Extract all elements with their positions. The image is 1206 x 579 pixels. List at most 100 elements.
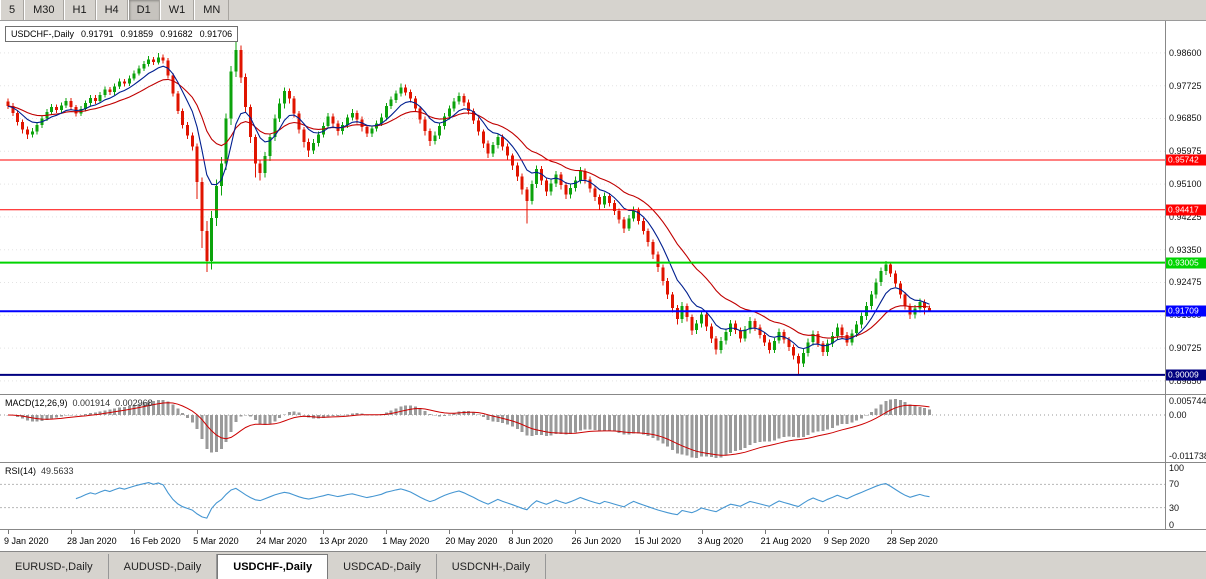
main-chart-plot[interactable]: USDCHF-,Daily 0.91791 0.91859 0.91682 0.… bbox=[0, 21, 1165, 394]
rsi-axis-label: 0 bbox=[1169, 520, 1175, 530]
price-axis-label: 0.89850 bbox=[1169, 375, 1202, 386]
date-tick bbox=[71, 530, 73, 534]
rsi-axis-label: 70 bbox=[1169, 479, 1180, 490]
date-label: 9 Sep 2020 bbox=[823, 536, 870, 546]
price-line-tag[interactable]: 0.94417 bbox=[1166, 204, 1206, 216]
date-label: 3 Aug 2020 bbox=[697, 536, 744, 546]
price-axis-label: 0.95975 bbox=[1169, 146, 1202, 157]
rsi-indicator-label: RSI(14) 49.5633 bbox=[5, 466, 74, 476]
timeframe-button-d1[interactable]: D1 bbox=[127, 0, 160, 20]
rsi-pane: RSI(14) 49.5633 100 70 30 0 bbox=[0, 463, 1206, 530]
macd-pane: MACD(12,26,9) 0.001914 0.002968 0.005744 0.… bbox=[0, 395, 1206, 463]
date-tick bbox=[575, 530, 577, 534]
rsi-axis[interactable]: 100 70 30 0 bbox=[1165, 463, 1206, 530]
price-axis-label: 0.95100 bbox=[1169, 179, 1202, 190]
horizontal-lines bbox=[0, 159, 1165, 376]
date-label: 16 Feb 2020 bbox=[130, 536, 181, 546]
timeframe-button-h4[interactable]: H4 bbox=[95, 0, 128, 20]
ma-fast-line bbox=[7, 65, 930, 350]
timeframe-button-mn[interactable]: MN bbox=[194, 0, 230, 20]
date-label: 24 Mar 2020 bbox=[256, 536, 307, 546]
date-tick bbox=[449, 530, 451, 534]
macd-main-value: 0.001914 bbox=[72, 398, 111, 408]
date-tick bbox=[134, 530, 136, 534]
ma-slow-line bbox=[7, 78, 930, 339]
date-label: 26 Jun 2020 bbox=[571, 536, 621, 546]
price-axis-label: 0.93350 bbox=[1169, 244, 1202, 255]
date-tick bbox=[260, 530, 262, 534]
main-price-pane: USDCHF-,Daily 0.91791 0.91859 0.91682 0.… bbox=[0, 21, 1206, 395]
price-axis-label: 0.92475 bbox=[1169, 277, 1202, 288]
ohlc-high: 0.91859 bbox=[120, 29, 154, 39]
price-axis-label: 0.98600 bbox=[1169, 47, 1202, 58]
price-line-tag[interactable]: 0.95742 bbox=[1166, 154, 1206, 166]
date-tick bbox=[386, 530, 388, 534]
price-line-tag[interactable]: 0.91709 bbox=[1166, 305, 1206, 317]
chart-symbol-label: USDCHF-,Daily bbox=[11, 29, 74, 39]
date-label: 1 May 2020 bbox=[382, 536, 430, 546]
price-axis-label: 0.96850 bbox=[1169, 113, 1202, 124]
candlestick-series bbox=[6, 39, 931, 375]
date-label: 28 Sep 2020 bbox=[886, 536, 938, 546]
price-axis-label: 0.97725 bbox=[1169, 80, 1202, 91]
date-tick bbox=[323, 530, 325, 534]
chart-tab-usdcnh[interactable]: USDCNH-,Daily bbox=[437, 554, 546, 579]
date-label: 28 Jan 2020 bbox=[67, 536, 117, 546]
chart-tab-eurusd[interactable]: EURUSD-,Daily bbox=[0, 554, 109, 579]
rsi-plot[interactable]: RSI(14) 49.5633 bbox=[0, 463, 1165, 529]
macd-axis-label: 0.00 bbox=[1169, 409, 1187, 420]
macd-axis-label: 0.005744 bbox=[1169, 396, 1206, 406]
ohlc-close: 0.91706 bbox=[199, 29, 233, 39]
rsi-name: RSI(14) bbox=[5, 466, 37, 476]
date-label: 5 Mar 2020 bbox=[193, 536, 239, 546]
macd-signal-value: 0.002968 bbox=[115, 398, 153, 408]
rsi-level-lines bbox=[0, 483, 1165, 509]
date-label: 15 Jul 2020 bbox=[634, 536, 682, 546]
date-label: 13 Apr 2020 bbox=[319, 536, 368, 546]
timeframe-button-m30[interactable]: M30 bbox=[24, 0, 64, 20]
date-tick bbox=[8, 530, 9, 534]
chart-tab-usdchf[interactable]: USDCHF-,Daily bbox=[217, 554, 329, 579]
price-line-tag[interactable]: 0.93005 bbox=[1166, 257, 1206, 269]
macd-axis-label: -0.011738 bbox=[1169, 451, 1206, 461]
chart-tab-bar: EURUSD-,Daily AUDUSD-,Daily USDCHF-,Daily U… bbox=[0, 552, 1206, 579]
date-tick bbox=[764, 530, 766, 534]
price-axis-label: 0.94225 bbox=[1169, 211, 1202, 222]
timeframe-button-w1[interactable]: W1 bbox=[159, 0, 195, 20]
chart-tab-usdcad[interactable]: USDCAD-,Daily bbox=[328, 554, 437, 579]
macd-signal-line bbox=[7, 402, 930, 456]
date-label: 8 Jun 2020 bbox=[508, 536, 553, 546]
date-label: 9 Jan 2020 bbox=[4, 536, 49, 546]
timeframe-button-h1[interactable]: H1 bbox=[63, 0, 96, 20]
date-tick bbox=[512, 530, 514, 534]
ohlc-low: 0.91682 bbox=[160, 29, 193, 39]
chart-info-box: USDCHF-,Daily 0.91791 0.91859 0.91682 0.… bbox=[5, 26, 239, 42]
date-label: 21 Aug 2020 bbox=[760, 536, 812, 546]
price-axis-label: 0.90725 bbox=[1169, 343, 1202, 354]
rsi-value: 49.5633 bbox=[41, 466, 74, 476]
rsi-axis-label: 30 bbox=[1169, 502, 1180, 513]
date-label: 20 May 2020 bbox=[445, 536, 498, 546]
price-chart-svg bbox=[0, 39, 1165, 382]
price-gridlines bbox=[0, 52, 1165, 382]
timeframe-toolbar: 5 M30 H1 H4 D1 W1 MN bbox=[0, 0, 1206, 21]
rsi-line bbox=[75, 482, 930, 519]
macd-indicator-label: MACD(12,26,9) 0.001914 0.002968 bbox=[5, 398, 153, 408]
rsi-chart-svg bbox=[0, 482, 1165, 519]
date-tick bbox=[638, 530, 640, 534]
price-axis[interactable]: 0.98600 0.97725 0.96850 0.95975 0.95100 0.942… bbox=[1165, 21, 1206, 394]
ohlc-open: 0.91791 bbox=[81, 29, 114, 39]
time-axis[interactable]: 9 Jan 2020 28 Jan 2020 16 Feb 2020 5 Mar 20… bbox=[0, 530, 1206, 552]
macd-chart-svg bbox=[0, 399, 1165, 458]
date-tick bbox=[701, 530, 703, 534]
price-line-tag[interactable]: 0.90009 bbox=[1166, 369, 1206, 381]
timeframe-button-5[interactable]: 5 bbox=[0, 0, 25, 20]
chart-tab-audusd[interactable]: AUDUSD-,Daily bbox=[109, 554, 218, 579]
macd-plot[interactable]: MACD(12,26,9) 0.001914 0.002968 bbox=[0, 395, 1165, 462]
date-tick bbox=[890, 530, 892, 534]
date-tick bbox=[197, 530, 199, 534]
macd-axis[interactable]: 0.005744 0.00 -0.011738 bbox=[1165, 395, 1206, 462]
date-tick bbox=[827, 530, 829, 534]
rsi-axis-label: 100 bbox=[1169, 463, 1185, 473]
macd-name: MACD(12,26,9) bbox=[5, 398, 68, 408]
